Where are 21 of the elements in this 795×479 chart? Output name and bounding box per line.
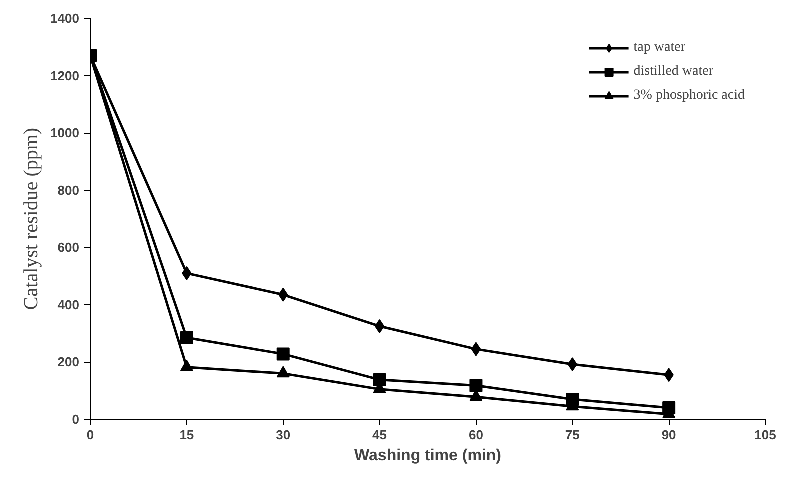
y-tick-label: 400	[58, 297, 80, 312]
x-tick-label: 15	[180, 428, 194, 442]
y-tick-label: 1200	[50, 68, 80, 84]
y-tick-label: 0	[72, 412, 80, 427]
legend-label: 3% phosphoric acid	[634, 88, 745, 104]
y-tick-label: 800	[58, 182, 80, 198]
legend-label: tap water	[634, 40, 686, 56]
x-tick-label: 75	[565, 428, 580, 442]
x-tick-label: 0	[86, 428, 94, 442]
y-axis-title: Catalyst residue (ppm)	[20, 128, 43, 310]
y-tick-label: 1000	[50, 126, 80, 141]
x-tick-label: 105	[754, 428, 776, 442]
y-tick-label: 600	[58, 240, 80, 256]
x-tick-label: 60	[468, 428, 484, 442]
x-tick-label: 30	[276, 428, 291, 442]
x-axis-title: Washing time (min)	[354, 448, 502, 464]
legend-label: distilled water	[634, 64, 714, 80]
x-tick-label: 45	[372, 428, 388, 442]
y-tick-label: 1400	[50, 11, 80, 26]
x-tick-label: 90	[662, 428, 676, 442]
y-tick-label: 200	[58, 354, 80, 370]
